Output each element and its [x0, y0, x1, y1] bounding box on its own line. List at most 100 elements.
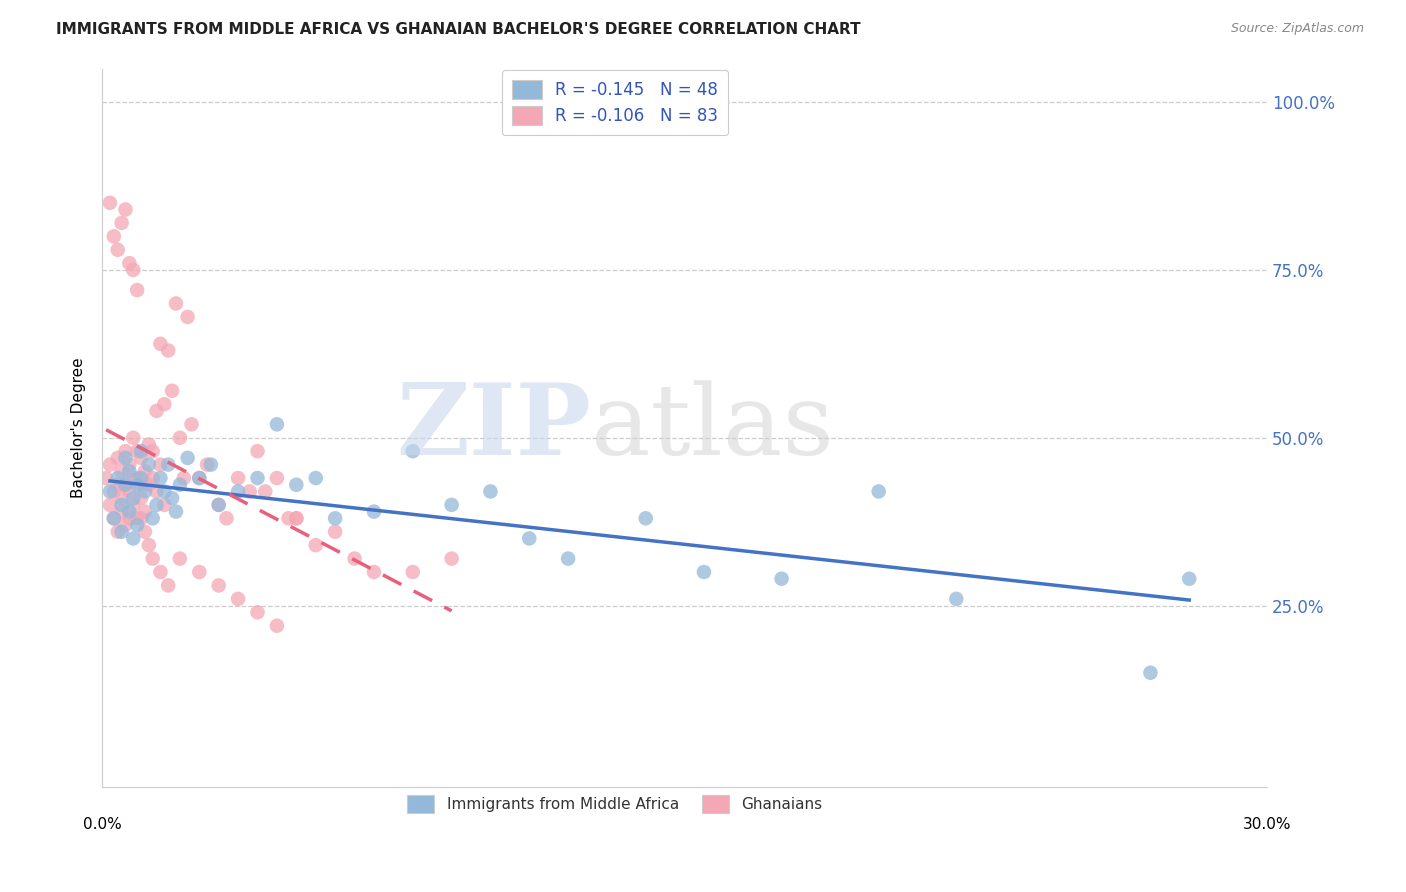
Point [145, 404, 167, 418]
Point [118, 484, 141, 499]
Point [129, 477, 152, 491]
Point [266, 618, 288, 632]
Point [169, 551, 191, 566]
Point [363, 505, 385, 519]
Point [285, 511, 308, 525]
Point [1139, 665, 1161, 680]
Text: 30.0%: 30.0% [1243, 817, 1291, 832]
Point [693, 565, 716, 579]
Point [127, 511, 149, 525]
Point [208, 498, 231, 512]
Point [239, 484, 262, 499]
Point [254, 484, 277, 499]
Point [868, 484, 890, 499]
Point [134, 484, 156, 499]
Point [145, 484, 167, 499]
Point [98, 458, 121, 472]
Text: Source: ZipAtlas.com: Source: ZipAtlas.com [1230, 22, 1364, 36]
Point [127, 283, 149, 297]
Y-axis label: Bachelor's Degree: Bachelor's Degree [72, 358, 86, 498]
Point [208, 578, 231, 592]
Point [157, 458, 180, 472]
Point [226, 484, 249, 499]
Point [226, 591, 249, 606]
Text: IMMIGRANTS FROM MIDDLE AFRICA VS GHANAIAN BACHELOR'S DEGREE CORRELATION CHART: IMMIGRANTS FROM MIDDLE AFRICA VS GHANAIA… [56, 22, 860, 37]
Text: 0.0%: 0.0% [83, 817, 121, 832]
Point [111, 505, 134, 519]
Point [111, 498, 134, 512]
Point [111, 464, 134, 478]
Point [129, 444, 152, 458]
Point [114, 477, 136, 491]
Point [149, 336, 172, 351]
Point [153, 498, 176, 512]
Point [129, 450, 152, 465]
Point [402, 444, 425, 458]
Point [103, 511, 125, 525]
Point [246, 471, 269, 485]
Point [266, 471, 288, 485]
Point [215, 511, 238, 525]
Point [114, 477, 136, 491]
Point [440, 498, 463, 512]
Point [149, 458, 172, 472]
Point [323, 524, 346, 539]
Point [122, 431, 145, 445]
Point [188, 565, 211, 579]
Point [122, 471, 145, 485]
Point [157, 578, 180, 592]
Point [343, 551, 366, 566]
Point [165, 505, 187, 519]
Point [114, 518, 136, 533]
Point [142, 471, 165, 485]
Point [111, 524, 134, 539]
Point [107, 524, 129, 539]
Point [129, 491, 152, 505]
Point [142, 551, 165, 566]
Point [103, 511, 125, 525]
Point [107, 471, 129, 485]
Point [127, 518, 149, 533]
Point [173, 471, 195, 485]
Point [153, 484, 176, 499]
Point [160, 491, 183, 505]
Legend: Immigrants from Middle Africa, Ghanaians: Immigrants from Middle Africa, Ghanaians [401, 789, 828, 819]
Point [176, 450, 198, 465]
Point [129, 471, 152, 485]
Point [127, 444, 149, 458]
Point [479, 484, 502, 499]
Point [157, 343, 180, 358]
Point [145, 498, 167, 512]
Point [118, 511, 141, 525]
Point [200, 458, 222, 472]
Point [134, 524, 156, 539]
Point [305, 471, 328, 485]
Point [118, 505, 141, 519]
Point [945, 591, 967, 606]
Point [153, 397, 176, 411]
Point [98, 484, 121, 499]
Point [118, 464, 141, 478]
Point [195, 458, 218, 472]
Point [246, 444, 269, 458]
Point [160, 384, 183, 398]
Point [165, 296, 187, 310]
Point [107, 477, 129, 491]
Point [266, 417, 288, 432]
Point [98, 498, 121, 512]
Point [180, 417, 202, 432]
Point [188, 471, 211, 485]
Point [122, 498, 145, 512]
Point [226, 471, 249, 485]
Point [107, 243, 129, 257]
Point [134, 505, 156, 519]
Point [634, 511, 657, 525]
Point [98, 195, 121, 210]
Point [134, 464, 156, 478]
Point [517, 532, 540, 546]
Point [129, 511, 152, 525]
Point [323, 511, 346, 525]
Point [246, 605, 269, 619]
Point [149, 565, 172, 579]
Point [176, 310, 198, 324]
